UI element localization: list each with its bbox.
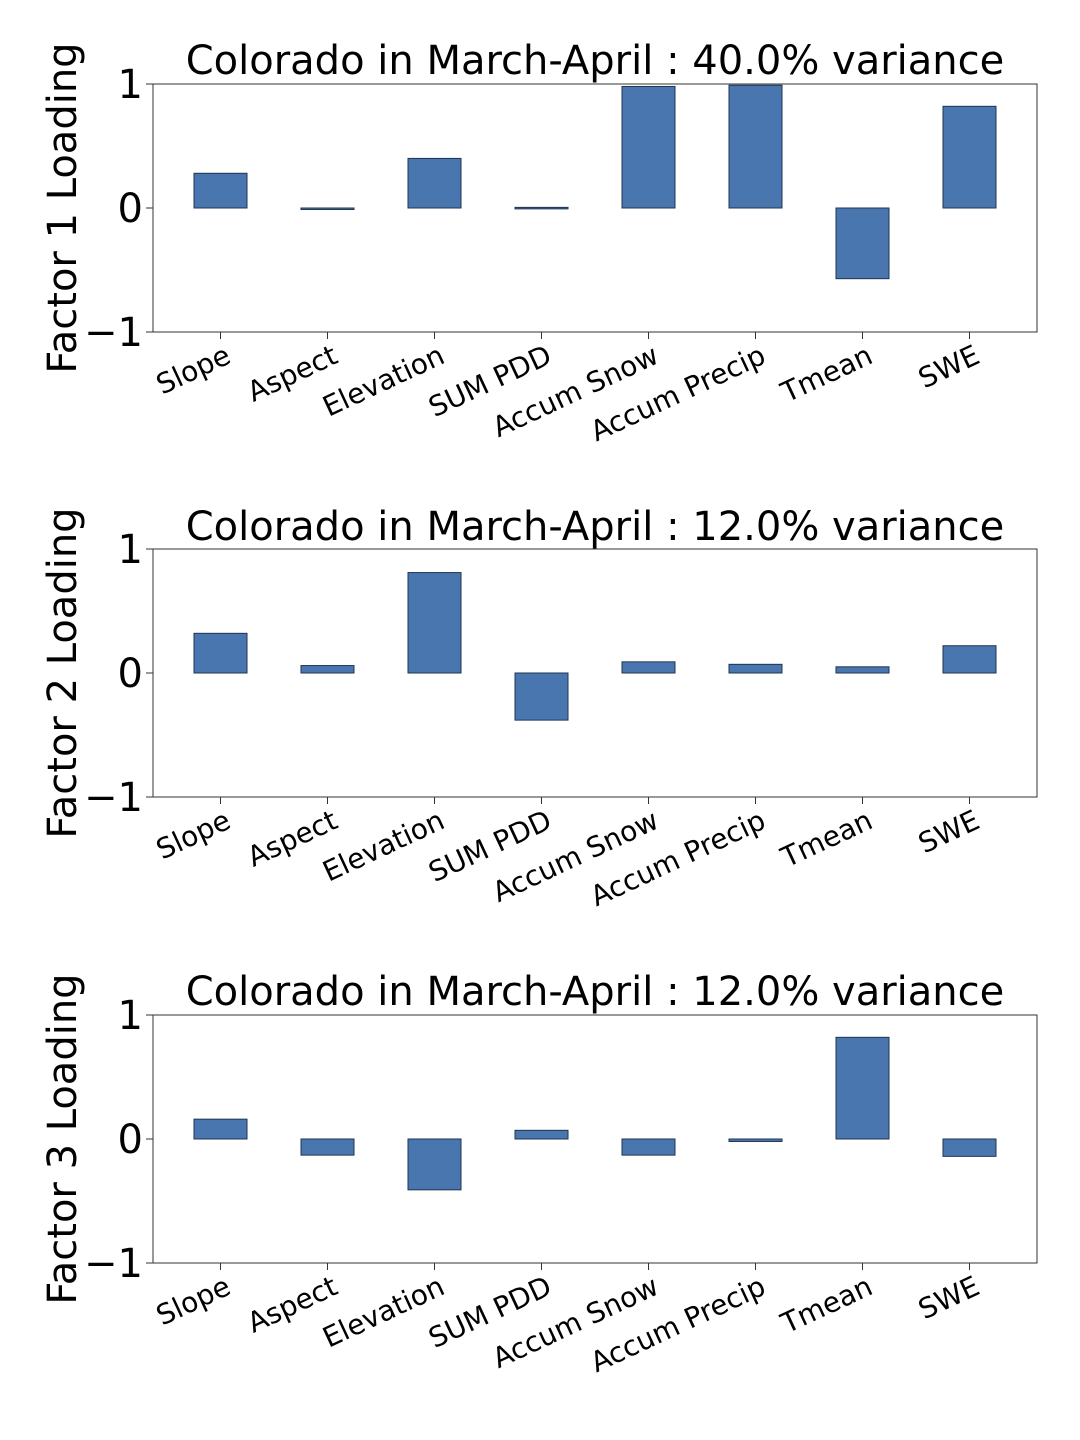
bar-slope <box>193 1118 248 1140</box>
y-tick-label: −1 <box>84 775 143 821</box>
x-tick-label: Slope <box>151 803 235 866</box>
bar-accum-precip <box>728 663 783 674</box>
x-tick-label: SWE <box>913 803 984 860</box>
x-tick-label: Elevation <box>318 1269 450 1354</box>
bars-group <box>193 1036 997 1191</box>
x-tick-label: SWE <box>913 1269 984 1326</box>
y-ticks-group: 1 0 −1 <box>84 527 153 821</box>
chart-panel-3: Colorado in March-April : 12.0% variance… <box>40 969 1038 1379</box>
bar-aspect <box>300 1138 355 1156</box>
plot-frame <box>152 548 1038 798</box>
bar-accum-snow <box>621 85 676 209</box>
bar-elevation <box>407 1138 462 1191</box>
y-tick-label: 0 <box>118 1117 143 1163</box>
bars-group <box>193 84 997 280</box>
plot-frame <box>152 83 1038 333</box>
x-tick-label: Slope <box>151 338 235 401</box>
chart-panel-2: Colorado in March-April : 12.0% variance… <box>40 504 1038 913</box>
bar-accum-precip <box>728 84 783 209</box>
y-tick-label: 0 <box>118 651 143 697</box>
y-ticks-group: 1 0 −1 <box>84 993 153 1287</box>
y-axis-label: Factor 2 Loading <box>40 507 86 838</box>
chart-title: Colorado in March-April : 12.0% variance <box>186 504 1005 550</box>
bar-accum-snow <box>621 1138 676 1156</box>
bar-tmean <box>835 666 890 674</box>
bar-aspect <box>300 665 355 674</box>
x-tick-label: Slope <box>151 1269 235 1332</box>
y-ticks-group: 1 0 −1 <box>84 62 153 356</box>
x-tick-label: SWE <box>913 338 984 395</box>
plot-frame <box>152 1014 1038 1264</box>
chart-panel-1: Colorado in March-April : 40.0% variance… <box>40 38 1038 448</box>
y-tick-label: 0 <box>118 186 143 232</box>
bar-accum-precip <box>728 1138 783 1142</box>
y-tick-label: 1 <box>118 993 143 1039</box>
bar-sum-pdd <box>514 206 569 210</box>
y-tick-label: −1 <box>84 1241 143 1287</box>
bar-sum-pdd <box>514 1129 569 1140</box>
x-tick-label: Elevation <box>318 338 450 423</box>
bar-aspect <box>300 207 355 210</box>
y-tick-label: 1 <box>118 527 143 573</box>
chart-title: Colorado in March-April : 12.0% variance <box>186 969 1005 1015</box>
bar-tmean <box>835 207 890 280</box>
y-axis-label: Factor 3 Loading <box>40 973 86 1304</box>
bar-elevation <box>407 157 462 209</box>
bar-slope <box>193 172 248 209</box>
bar-sum-pdd <box>514 672 569 721</box>
bar-swe <box>942 1138 997 1157</box>
chart-title: Colorado in March-April : 40.0% variance <box>186 38 1005 84</box>
x-tick-label: Tmean <box>775 1269 877 1340</box>
y-axis-label: Factor 1 Loading <box>40 42 86 373</box>
bar-elevation <box>407 572 462 674</box>
bar-tmean <box>835 1036 890 1140</box>
bar-slope <box>193 632 248 674</box>
bar-swe <box>942 645 997 674</box>
bars-group <box>193 572 997 721</box>
x-tick-label: Elevation <box>318 803 450 888</box>
x-tick-label: Tmean <box>775 338 877 409</box>
x-tick-label: Tmean <box>775 803 877 874</box>
y-tick-label: −1 <box>84 310 143 356</box>
bar-accum-snow <box>621 661 676 674</box>
y-tick-label: 1 <box>118 62 143 108</box>
bar-swe <box>942 105 997 209</box>
